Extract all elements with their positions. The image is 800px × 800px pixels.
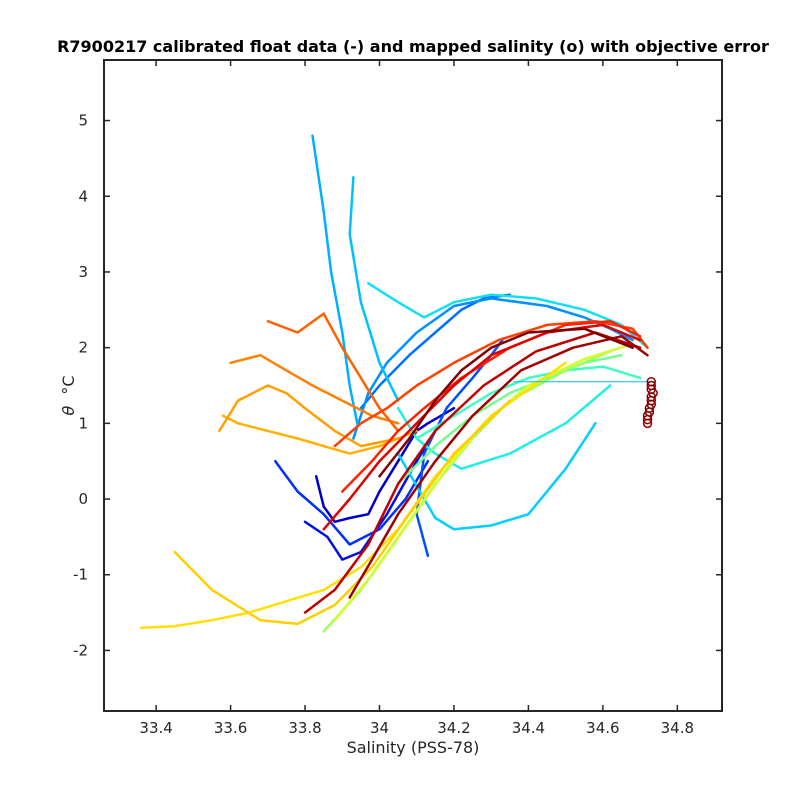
profile-line-15 (333, 342, 634, 622)
x-tick-label: 33.8 (288, 719, 321, 737)
mapped-salinity-point (642, 414, 653, 425)
profile-line-3 (274, 459, 430, 546)
x-tick-label: 34.8 (661, 719, 694, 737)
y-axis-unit: °C (59, 375, 78, 394)
profile-line-2 (303, 429, 437, 561)
y-axis-label: θ °C (59, 375, 78, 415)
x-tick-label: 33.4 (139, 719, 172, 737)
y-axis-symbol: θ (59, 406, 78, 416)
y-tick-label: 4 (78, 187, 88, 205)
y-tick-label: 0 (78, 490, 88, 508)
y-tick-label: 5 (78, 112, 88, 130)
profile-line-19 (218, 384, 400, 448)
mapped-salinity-point (642, 418, 653, 429)
profile-line-18 (221, 414, 418, 455)
chart-title: R7900217 calibrated float data (-) and m… (57, 37, 769, 56)
profile-line-7 (311, 134, 359, 425)
profile-line-25 (303, 331, 642, 614)
x-tick-label: 33.6 (214, 719, 247, 737)
profile-line-17 (173, 399, 512, 626)
profile-line-9 (396, 422, 597, 531)
profile-line-10 (367, 282, 649, 349)
x-tick-label: 34.4 (512, 719, 545, 737)
y-tick-label: 2 (78, 339, 88, 357)
y-tick-label: -1 (73, 566, 88, 584)
mapped-salinity-layer (513, 376, 658, 429)
profile-line-26 (348, 335, 649, 599)
profile-line-12 (415, 365, 642, 440)
profile-line-21 (266, 312, 400, 433)
axes-frame (103, 59, 723, 712)
profile-line-16 (139, 361, 567, 629)
x-axis-label: Salinity (PSS-78) (347, 738, 480, 757)
x-tick-label: 34.2 (437, 719, 470, 737)
profile-line-1 (314, 406, 456, 524)
profile-series-layer (139, 134, 649, 633)
profile-line-22 (333, 319, 649, 448)
y-tick-label: 3 (78, 263, 88, 281)
profile-line-8 (348, 176, 400, 402)
profile-line-27 (378, 327, 634, 478)
x-tick-label: 34 (370, 719, 389, 737)
y-tick-label: -2 (73, 641, 88, 659)
y-tick-label: 1 (78, 414, 88, 432)
plot-area (104, 60, 722, 711)
profile-line-24 (322, 323, 642, 531)
x-tick-label: 34.6 (586, 719, 619, 737)
profile-line-5 (359, 293, 512, 410)
